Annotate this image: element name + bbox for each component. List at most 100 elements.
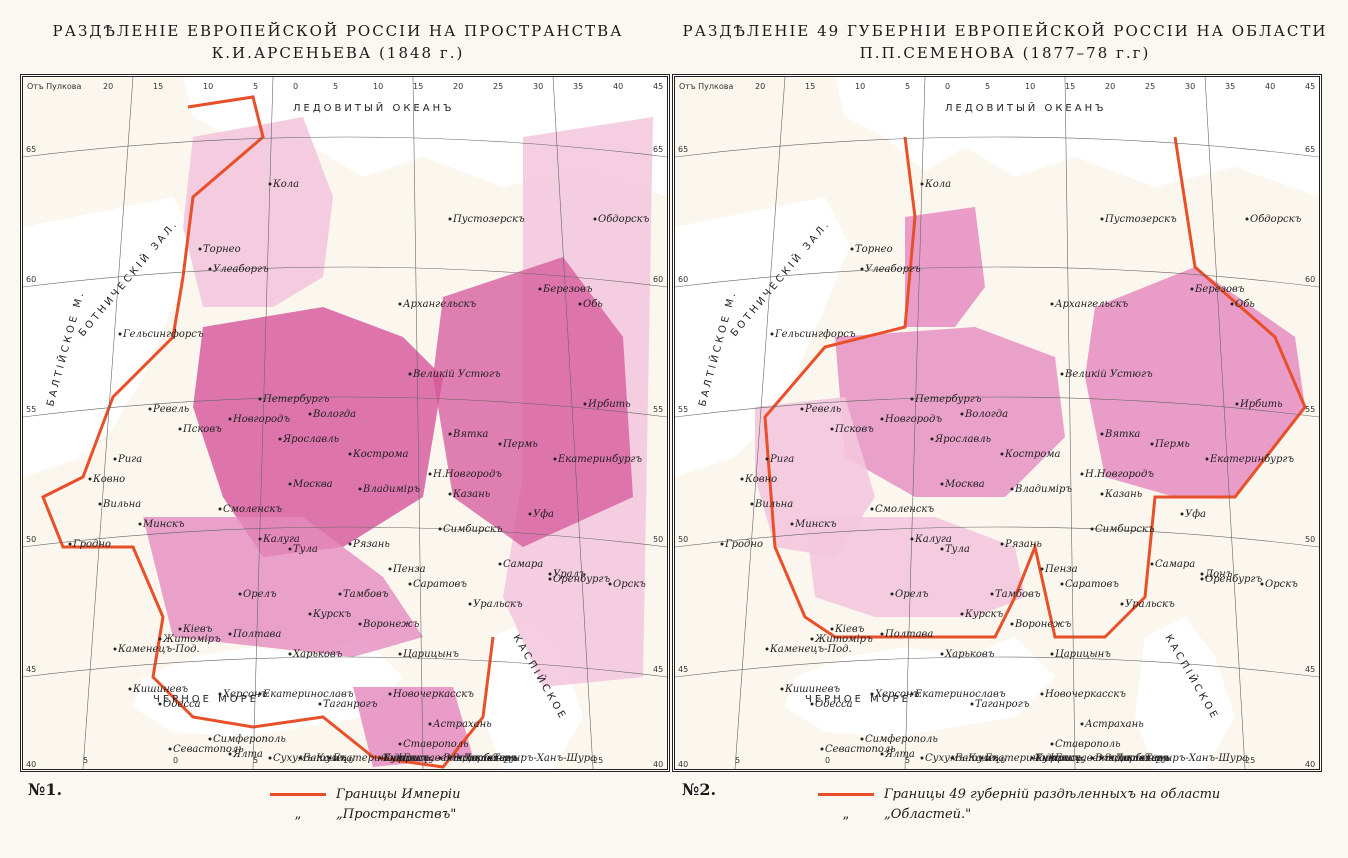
city-marker	[358, 622, 362, 626]
city-label: Полтава	[884, 629, 933, 640]
city-marker	[765, 457, 769, 461]
latitude-tick-label: 40	[678, 760, 688, 769]
latitude-tick-label-right: 45	[653, 665, 663, 674]
map-2-svg: Отъ Пулкова ЛЕДОВИТЫЙ ОКЕАНЪ ЧЕРНОЕ МОРЕ…	[675, 77, 1319, 769]
longitude-tick-label: 15	[153, 82, 163, 91]
city-label: Екатеринодаръ	[984, 753, 1071, 764]
latitude-tick-label-right: 40	[1305, 760, 1315, 769]
city-marker	[198, 247, 202, 251]
map-2-legend-ditto: „	[842, 806, 850, 822]
city-marker	[113, 457, 117, 461]
city-label: Новгородъ	[884, 414, 942, 425]
city-label: Каменецъ-Под.	[117, 644, 200, 655]
city-label: Пенза	[1044, 564, 1078, 575]
city-label: Одесса	[163, 699, 201, 710]
city-label: Херсонъ	[222, 689, 268, 700]
latitude-tick-label: 45	[26, 665, 36, 674]
city-label: Владикавказъ	[1094, 753, 1170, 764]
city-label: Симбирскъ	[443, 524, 503, 535]
city-label: Пустозерскъ	[1104, 214, 1177, 225]
city-marker	[593, 217, 597, 221]
city-marker	[178, 427, 182, 431]
map-2-legend-provinces: Границы 49 губерній раздѣленныхъ на обла…	[818, 784, 1220, 804]
city-marker	[308, 412, 312, 416]
city-marker	[228, 417, 232, 421]
city-label: Вятка	[452, 429, 488, 440]
latitude-tick-label: 55	[26, 405, 36, 414]
city-marker	[1120, 602, 1124, 606]
city-marker	[398, 756, 402, 760]
city-marker	[910, 397, 914, 401]
city-marker	[218, 692, 222, 696]
city-label: Орелъ	[895, 589, 929, 600]
city-label: Херсонъ	[874, 689, 920, 700]
city-label: Ревель	[804, 404, 841, 415]
city-label: Астрахань	[432, 719, 492, 730]
city-marker	[448, 756, 452, 760]
longitude-tick-label-bottom: 20	[503, 756, 513, 765]
city-marker	[1080, 722, 1084, 726]
city-label: Саратовъ	[413, 579, 467, 590]
longitude-tick-label: 20	[103, 82, 113, 91]
city-label: Оренбургъ	[1205, 574, 1262, 585]
city-marker	[740, 477, 744, 481]
map-2-region-west	[755, 397, 875, 557]
city-marker	[1010, 622, 1014, 626]
city-label: Обдорскъ	[598, 214, 650, 225]
city-marker	[1230, 302, 1234, 306]
city-marker	[398, 742, 402, 746]
city-label: Пермь	[1154, 439, 1190, 450]
city-label: Одесса	[815, 699, 853, 710]
city-label: Обь	[1235, 299, 1255, 310]
longitude-tick-label-bottom: 15	[423, 756, 433, 765]
city-label: Уфа	[533, 509, 554, 520]
city-label: Великій Устюгъ	[412, 369, 501, 380]
latitude-tick-label: 55	[678, 405, 688, 414]
map-2-label-arctic: ЛЕДОВИТЫЙ ОКЕАНЪ	[945, 101, 1106, 114]
city-marker	[288, 652, 292, 656]
longitude-tick-label: 10	[203, 82, 213, 91]
city-label: Вильна	[102, 499, 141, 510]
city-label: Тула	[293, 544, 318, 555]
latitude-tick-label-right: 50	[653, 535, 663, 544]
city-label: Сухумъ-Кале	[925, 753, 994, 764]
city-label: Вятка	[1104, 429, 1140, 440]
map-2-provinces-border	[763, 136, 1307, 639]
city-marker	[488, 756, 492, 760]
city-marker	[1150, 562, 1154, 566]
map-2-sea-arctic	[835, 77, 1319, 197]
longitude-tick-label-bottom: 5	[253, 756, 258, 765]
city-marker	[860, 737, 864, 741]
longitude-tick-label: 15	[413, 82, 423, 91]
city-marker	[770, 332, 774, 336]
city-marker	[1245, 217, 1249, 221]
map-1-sea-black	[133, 637, 403, 737]
city-label: Ревель	[152, 404, 189, 415]
city-marker	[498, 442, 502, 446]
city-label: Оренбургъ	[553, 574, 610, 585]
latitude-tick-label: 65	[678, 145, 688, 154]
city-label: Владиміръ	[1014, 484, 1072, 495]
city-marker	[538, 287, 542, 291]
latitude-tick-label-right: 40	[653, 760, 663, 769]
longitude-tick-label-bottom: 25	[593, 756, 603, 765]
map-1-frame: Отъ Пулкова ЛЕДОВИТЫЙ ОКЕАНЪ ЧЕРНОЕ МОРЕ…	[20, 74, 670, 772]
city-label: Самара	[1155, 559, 1195, 570]
latitude-tick-label-right: 65	[653, 145, 663, 154]
city-marker	[940, 652, 944, 656]
map-2-region-center	[835, 327, 1065, 497]
city-marker	[940, 482, 944, 486]
city-marker	[870, 507, 874, 511]
map-2-title: РАЗДѢЛЕНІЕ 49 ГУБЕРНІИ ЕВРОПЕЙСКОЙ РОССІ…	[680, 20, 1330, 64]
city-label: Царицынъ	[403, 649, 459, 660]
longitude-tick-label-bottom: 10	[995, 756, 1005, 765]
city-marker	[348, 452, 352, 456]
city-label: Ставрополь	[403, 739, 469, 750]
city-label: Кола	[272, 179, 299, 190]
city-label: Улеаборгъ	[213, 264, 269, 275]
city-label: Смоленскъ	[875, 504, 934, 515]
city-marker	[228, 632, 232, 636]
city-marker	[438, 527, 442, 531]
city-label: Тамбовъ	[995, 589, 1041, 600]
